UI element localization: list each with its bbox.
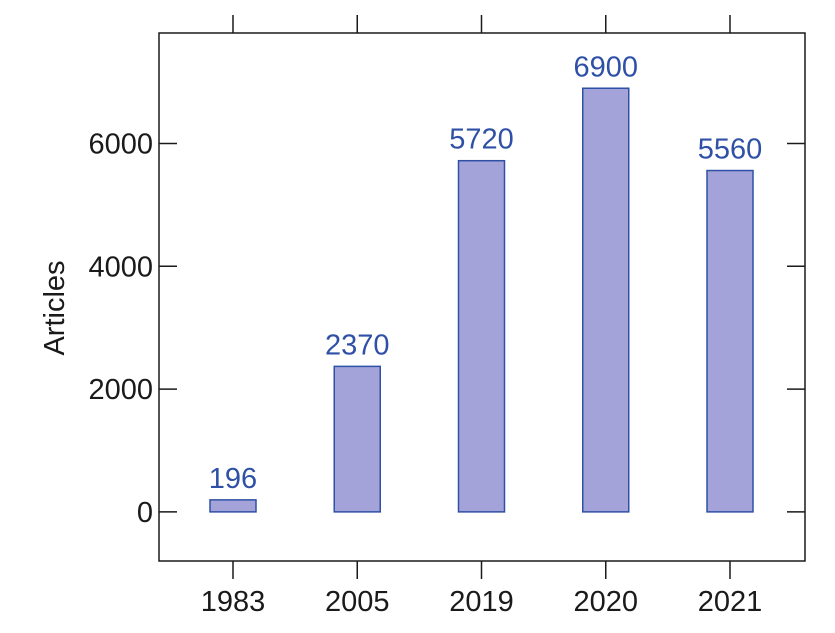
- y-axis-label: Articles: [39, 260, 71, 355]
- bar-2005: [333, 365, 381, 513]
- y-tick-label: 4000: [88, 251, 153, 283]
- bar-2019: [457, 159, 506, 513]
- data-labels: 196 2370 5720 6900 5560: [209, 51, 762, 495]
- y-tick-label: 0: [137, 497, 153, 529]
- bar-2020: [582, 87, 630, 513]
- x-tick-label: 2005: [325, 586, 390, 618]
- data-label-2020: 6900: [573, 51, 638, 83]
- bars: [209, 87, 754, 513]
- x-tick-label: 1983: [201, 586, 266, 618]
- y-axis-ticks: 0 2000 4000 6000: [88, 129, 805, 529]
- x-tick-label: 2021: [698, 586, 763, 618]
- data-label-1983: 196: [209, 463, 257, 495]
- data-label-2005: 2370: [325, 329, 390, 361]
- x-tick-label: 2019: [449, 586, 514, 618]
- data-label-2021: 5560: [698, 134, 763, 166]
- y-tick-label: 2000: [88, 374, 153, 406]
- x-tick-label: 2020: [573, 586, 638, 618]
- bar-1983: [209, 499, 257, 513]
- bar-2021: [706, 169, 754, 513]
- x-axis-ticks: 1983 2005 2019 2020 2021: [201, 15, 763, 618]
- y-tick-label: 6000: [88, 129, 153, 161]
- data-label-2019: 5720: [449, 124, 514, 156]
